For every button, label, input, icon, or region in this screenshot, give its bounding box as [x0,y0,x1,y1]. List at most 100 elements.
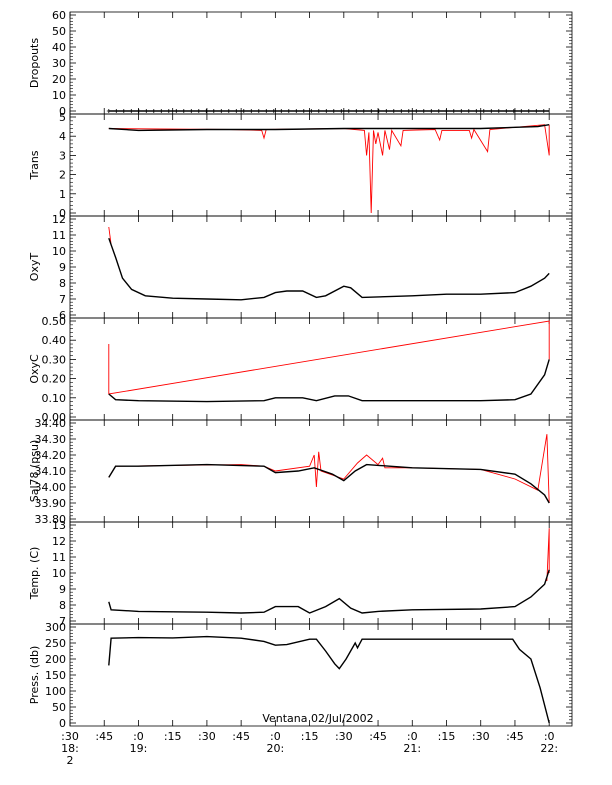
dropout-marker [256,109,261,113]
y-tick-label: 0.20 [42,373,67,386]
x-tick-label: :0 [133,730,144,743]
y-tick-label: 11 [52,229,66,242]
y-tick-label: 12 [52,213,66,226]
y-tick-label: 200 [45,653,66,666]
x-tick-label: :45 [506,730,524,743]
series-line-2 [108,359,550,403]
dropout-marker [541,109,546,113]
dropout-marker [279,109,284,113]
y-tick-label: 10 [52,567,66,580]
dropout-marker [234,109,239,113]
y-tick-label: 0.30 [42,353,67,366]
dropout-marker [391,109,396,113]
y-tick-label: 30 [52,57,66,70]
y-axis-label: Sal78 (psu) [28,440,41,503]
y-tick-label: 150 [45,669,66,682]
y-tick-label: 0 [59,207,66,220]
y-tick-label: 0.00 [42,411,67,424]
dropout-marker [511,109,516,113]
dropout-marker [406,109,411,113]
chart-panels: 0102030405060Dropouts012345Trans67891011… [28,9,573,730]
dropout-marker [309,109,314,113]
y-tick-label: 0 [59,105,66,118]
dropout-marker [219,109,224,113]
panel-frame [69,215,573,319]
dropout-marker [399,109,404,113]
dropout-marker [136,109,141,113]
dropout-marker [106,109,111,113]
series-line-2 [108,463,550,504]
dropout-marker [211,109,216,113]
y-tick-label: 50 [52,701,66,714]
y-tick-label: 0 [59,717,66,730]
y-tick-label: 12 [52,535,66,548]
series-line-2 [108,569,550,614]
y-tick-label: 34.00 [35,481,67,494]
dropout-marker [526,109,531,113]
dropout-marker [361,109,366,113]
y-tick-label: 34.40 [35,417,67,430]
chart-title: Ventana 02/Jul/2002 [262,712,373,725]
y-tick-label: 1 [59,188,66,201]
dropout-marker [294,109,299,113]
dropout-marker [166,109,171,113]
dropout-marker [204,109,209,113]
series-line-1 [546,528,550,582]
series-line-1 [108,635,550,724]
x-tick-label: 19: [130,742,148,755]
y-tick-label: 9 [59,261,66,274]
y-tick-label: 7 [59,293,66,306]
dropout-marker [474,109,479,113]
y-tick-label: 33.90 [35,497,67,510]
dropout-marker [459,109,464,113]
dropout-marker [114,109,119,113]
y-axis-label: OxyT [28,253,41,282]
panel-dropouts: 0 10 20 30 40 50 60 Dropouts [28,9,573,118]
x-tick-label: :30 [198,730,216,743]
dropout-marker [144,109,149,113]
dropout-marker [376,109,381,113]
dropout-marker [301,109,306,113]
dropout-marker [369,109,374,113]
y-tick-label: 6 [59,309,66,322]
dropout-marker [271,109,276,113]
dropout-marker [159,109,164,113]
time-axis: :3018:2:45:019::15:30:45:020::15:30:45:0… [61,730,558,767]
x-tick-label: :0 [544,730,555,743]
dropout-marker [466,109,471,113]
dropout-marker [436,109,441,113]
y-tick-label: 250 [45,637,66,650]
x-tick-label: 21: [403,742,421,755]
dropout-marker [444,109,449,113]
dropout-marker [331,109,336,113]
y-tick-label: 8 [59,599,66,612]
y-tick-label: 9 [59,583,66,596]
y-tick-label: 7 [59,615,66,628]
dropout-marker [354,109,359,113]
y-tick-label: 10 [52,245,66,258]
dropout-marker [151,109,156,113]
y-tick-label: 13 [52,519,66,532]
x-tick-label: :30 [335,730,353,743]
panel-press: 0 50 100 150 200 250 300 Press. (db) [28,621,573,730]
x-tick-label: :0 [407,730,418,743]
y-axis-label: Dropouts [28,38,41,88]
y-tick-label: 34.30 [35,433,67,446]
y-axis-label: Temp. (C) [28,547,41,601]
dropout-marker [196,109,201,113]
series-line-1 [108,124,550,214]
y-tick-label: 20 [52,73,66,86]
x-tick-label: :15 [438,730,456,743]
dropout-marker [534,109,539,113]
dropout-marker [504,109,509,113]
dropout-marker [226,109,231,113]
y-tick-label: 4 [59,130,66,143]
y-tick-label: 34.20 [35,449,67,462]
series-line-2 [108,237,550,301]
x-tick-label: :30 [61,730,79,743]
dropout-marker [481,109,486,113]
dropout-marker [489,109,494,113]
panel-oxyc: 0.00 0.10 0.20 0.30 0.40 0.50 OxyC [28,315,573,424]
y-tick-label: 40 [52,41,66,54]
dropout-marker [181,109,186,113]
